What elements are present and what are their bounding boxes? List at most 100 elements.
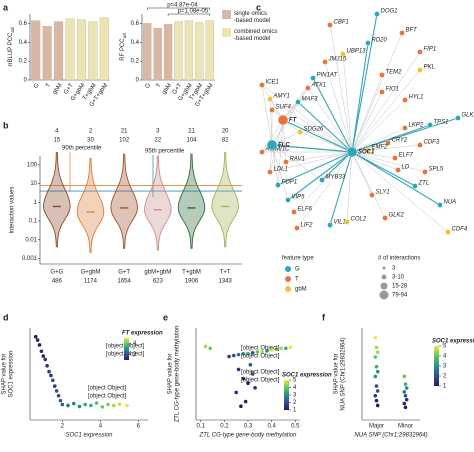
bar bbox=[153, 27, 162, 81]
point bbox=[234, 390, 238, 395]
edge bbox=[346, 151, 353, 223]
node-label: ELF7 bbox=[399, 153, 414, 159]
node-label: TPS1 bbox=[434, 120, 449, 126]
violin bbox=[177, 153, 206, 249]
x-tick-label: G+T bbox=[172, 82, 184, 95]
legend-label: single omics -based model bbox=[234, 11, 270, 24]
y-axis-label: RF PCCad bbox=[120, 33, 127, 61]
network-node bbox=[291, 209, 297, 215]
edge bbox=[324, 61, 353, 153]
x-tick-label: T bbox=[156, 82, 163, 89]
node-label: FIO1 bbox=[386, 87, 399, 93]
x-tick-label: G+G bbox=[50, 270, 63, 276]
node-label: SPL5 bbox=[429, 167, 444, 173]
edge bbox=[351, 151, 399, 171]
colorbar-tick-label: 4 bbox=[443, 354, 447, 360]
x-axis-label: NUA SNP (Chr1:29832964) bbox=[354, 433, 427, 439]
point bbox=[111, 403, 116, 408]
network-node bbox=[327, 222, 333, 228]
node-label: HYL1 bbox=[409, 95, 424, 101]
count-above-90: 20 bbox=[222, 129, 229, 135]
node-label: VIP5 bbox=[292, 195, 306, 201]
edge bbox=[271, 144, 279, 186]
network-node bbox=[294, 225, 300, 231]
node-label: MYB33 bbox=[326, 175, 346, 181]
y-tick-label: 0 bbox=[24, 78, 28, 84]
network-node bbox=[455, 115, 461, 121]
y-tick-label: 0.2 bbox=[131, 59, 140, 65]
point bbox=[54, 389, 59, 393]
point bbox=[284, 346, 288, 351]
network-node bbox=[379, 72, 385, 78]
y-tick-label: 0.1 bbox=[29, 219, 38, 225]
edge bbox=[261, 84, 273, 146]
x-tick-label: T+T bbox=[220, 270, 231, 276]
edge bbox=[351, 124, 431, 153]
colorbar bbox=[124, 338, 129, 360]
edge bbox=[282, 119, 353, 153]
point bbox=[106, 402, 110, 407]
point bbox=[51, 378, 55, 383]
node-label: LIF2 bbox=[301, 223, 314, 229]
network-node bbox=[417, 142, 423, 148]
y-axis-label: rrBLUP PCCad bbox=[8, 27, 15, 66]
edge bbox=[287, 151, 353, 201]
x-tick-label: G bbox=[33, 82, 41, 90]
count-above-95: 22 bbox=[154, 138, 161, 144]
legend-label: 15-28 bbox=[392, 284, 408, 290]
y-tick-label: 0 bbox=[136, 78, 140, 84]
group-count: 1906 bbox=[185, 279, 199, 285]
edge bbox=[351, 42, 369, 153]
point bbox=[374, 345, 379, 350]
panel-letter: c bbox=[256, 2, 261, 12]
edge bbox=[329, 24, 353, 153]
colorbar-tick-label: 1 bbox=[443, 384, 447, 390]
point bbox=[83, 402, 87, 407]
point bbox=[288, 345, 293, 350]
network-node bbox=[365, 40, 371, 46]
bar bbox=[174, 21, 183, 81]
edge bbox=[329, 151, 353, 226]
colorbar-tick-label: 5 bbox=[443, 344, 447, 350]
network-node bbox=[402, 97, 408, 103]
node-label: GLK1 bbox=[462, 113, 474, 119]
x-tick-label: T+gbM bbox=[182, 270, 201, 276]
legend-label: combined omics -based model bbox=[234, 29, 277, 42]
point bbox=[373, 374, 378, 379]
y-axis-label: SHAP value for bbox=[2, 354, 8, 395]
point bbox=[243, 399, 248, 404]
network-node bbox=[259, 149, 265, 155]
point bbox=[49, 373, 53, 378]
network-node bbox=[437, 202, 443, 208]
bar bbox=[76, 19, 86, 81]
edge bbox=[351, 151, 416, 187]
x-tick-label: 0.5 bbox=[291, 424, 300, 430]
node-label: ATX1 bbox=[311, 83, 327, 89]
edge bbox=[271, 144, 323, 181]
network-node bbox=[422, 169, 428, 175]
point bbox=[43, 357, 48, 362]
point bbox=[255, 350, 260, 354]
network-node bbox=[395, 167, 401, 173]
edge bbox=[277, 119, 284, 186]
point bbox=[66, 403, 70, 408]
y-axis-label-main: rrBLUP PCC bbox=[8, 32, 14, 67]
edge bbox=[351, 74, 383, 153]
point bbox=[41, 354, 46, 358]
node-label: VIL1 bbox=[334, 220, 346, 226]
y-tick-label: 10 bbox=[30, 181, 37, 187]
colorbar-tick-label: 3 bbox=[443, 364, 447, 370]
legend-dot bbox=[285, 276, 291, 282]
point bbox=[236, 367, 241, 372]
colorbar-tick-label: 5 bbox=[293, 378, 297, 384]
violin bbox=[110, 153, 138, 249]
edge bbox=[297, 101, 353, 153]
colorbar-tick-label: 1 bbox=[293, 408, 297, 414]
network-node bbox=[266, 139, 278, 151]
node-label: LD bbox=[402, 165, 410, 171]
x-tick-label: T bbox=[45, 82, 52, 89]
point bbox=[227, 354, 231, 359]
legend-label: 79-94 bbox=[392, 293, 408, 299]
network-node bbox=[392, 155, 398, 161]
point bbox=[403, 405, 408, 410]
